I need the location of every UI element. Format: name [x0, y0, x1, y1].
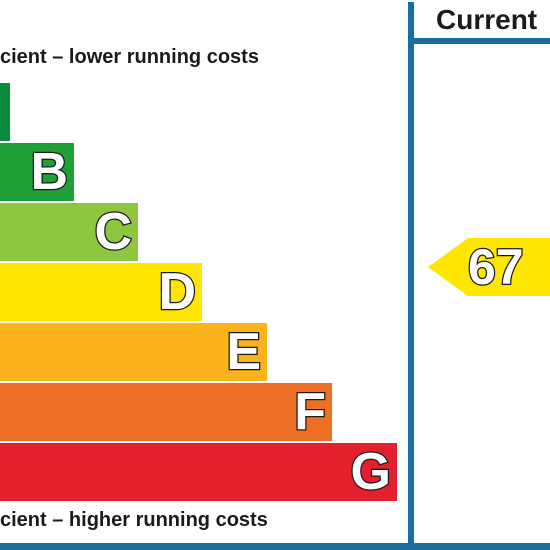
band-e: E — [0, 322, 267, 383]
current-rating-pointer: 67 — [428, 238, 550, 296]
band-f-letter: F — [293, 382, 327, 443]
band-b-letter: B — [29, 142, 69, 203]
band-d: D — [0, 262, 202, 323]
band-f: F — [0, 382, 332, 443]
frame-header-rule — [414, 38, 550, 44]
band-g-letter: G — [349, 442, 392, 503]
frame-bottom-rule — [0, 543, 550, 550]
band-c-letter: C — [93, 202, 133, 263]
current-rating-value: 67 — [467, 238, 525, 297]
band-e-letter: E — [225, 322, 262, 383]
current-column-header: Current — [436, 4, 538, 35]
band-c: C — [0, 202, 138, 263]
band-d-letter: D — [157, 262, 197, 323]
band-b: B — [0, 142, 74, 203]
band-a: A — [0, 83, 10, 141]
top-caption: cient – lower running costs — [0, 46, 259, 68]
band-g: G — [0, 442, 397, 503]
bottom-caption: cient – higher running costs — [0, 509, 268, 531]
frame-divider-left — [408, 2, 414, 550]
pointer-arrow-shape — [428, 238, 550, 296]
